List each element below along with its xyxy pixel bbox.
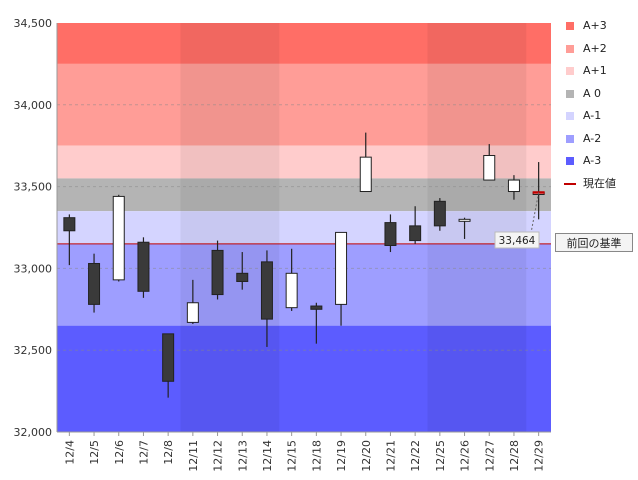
legend-label: A+2 xyxy=(583,41,607,55)
candle-body xyxy=(359,156,372,193)
x-tick-label: 12/29 xyxy=(533,440,546,472)
legend-item: A 0 xyxy=(564,83,634,106)
x-tick-label: 12/20 xyxy=(360,440,373,472)
candle-body xyxy=(409,225,422,242)
current-value-leader xyxy=(530,192,540,234)
legend-label: A 0 xyxy=(583,86,602,100)
candle-body xyxy=(162,333,175,382)
candle-body xyxy=(137,241,150,292)
candle-body xyxy=(507,179,520,193)
legend-swatch xyxy=(566,134,574,143)
x-tick-label: 12/7 xyxy=(137,440,150,465)
candle-body xyxy=(384,222,397,246)
legend-label: A+3 xyxy=(583,19,607,32)
legend-item: A-1 xyxy=(564,105,634,128)
legend-item: A-3 xyxy=(564,150,634,173)
x-tick-label: 12/5 xyxy=(88,440,101,465)
x-tick-label: 12/12 xyxy=(212,440,225,472)
candle-body xyxy=(63,217,76,232)
legend: A+3 A+2 A+1 A 0 A-1 A-2 A-3 現在値 xyxy=(564,15,634,195)
x-tick-label: 12/25 xyxy=(434,440,447,472)
candle-body xyxy=(112,195,125,281)
band-layer xyxy=(57,23,551,432)
y-tick-label: 34,500 xyxy=(14,17,53,30)
legend-swatch xyxy=(566,112,574,120)
legend-label: 現在値 xyxy=(583,176,616,190)
legend-item: A-2 xyxy=(564,128,634,151)
band-Aminus3 xyxy=(57,325,551,432)
week-shade xyxy=(180,23,280,432)
legend-item: A+3 xyxy=(564,15,634,38)
x-tick-label: 12/4 xyxy=(63,440,76,465)
candle-body xyxy=(310,305,323,310)
x-tick-label: 12/8 xyxy=(162,440,175,465)
y-tick-label: 33,000 xyxy=(14,262,53,275)
x-tick-label: 12/13 xyxy=(236,440,249,472)
candle-body xyxy=(433,200,446,227)
band-Aminus1 xyxy=(57,211,551,244)
previous-baseline-callout: 前回の基準 xyxy=(555,233,633,252)
legend-swatch xyxy=(566,157,574,165)
grid-layer xyxy=(57,104,551,351)
legend-label: A+1 xyxy=(583,64,607,77)
x-tick-label: 12/28 xyxy=(508,440,521,472)
legend-label: A-1 xyxy=(583,109,602,122)
current-value-box xyxy=(494,231,540,249)
x-tick-label: 12/21 xyxy=(384,440,397,472)
candle-body xyxy=(335,231,348,305)
x-tick-label: 12/15 xyxy=(286,440,299,472)
legend-swatch xyxy=(566,67,574,75)
x-tick-label: 12/6 xyxy=(113,440,126,465)
x-tick-label: 12/27 xyxy=(483,440,496,472)
candle-body xyxy=(285,272,298,309)
legend-swatch xyxy=(564,182,576,185)
legend-item: A+2 xyxy=(564,38,634,61)
band-Aplus3 xyxy=(57,23,551,64)
candle-body xyxy=(260,261,273,320)
x-tick-label: 12/22 xyxy=(409,440,422,472)
legend-swatch xyxy=(566,89,574,98)
x-tick-label: 12/18 xyxy=(310,440,323,472)
current-value-label: 33,464 xyxy=(499,235,536,247)
band-A0 xyxy=(57,178,551,212)
y-tick-label: 34,000 xyxy=(14,99,53,112)
y-tick-label: 32,000 xyxy=(14,426,53,439)
band-Aplus1 xyxy=(57,145,551,179)
legend-swatch xyxy=(566,22,574,30)
x-tick-label: 12/26 xyxy=(459,440,472,472)
x-tick-label: 12/14 xyxy=(261,440,274,472)
x-tick-label: 12/19 xyxy=(335,440,348,472)
legend-label: A-3 xyxy=(583,154,602,167)
legend-label: A-2 xyxy=(583,131,602,145)
candle-body xyxy=(186,302,199,323)
candle-body xyxy=(236,272,249,282)
x-tick-label: 12/11 xyxy=(187,440,200,472)
legend-item: A+1 xyxy=(564,60,634,83)
candle-body xyxy=(483,155,496,181)
legend-item: 現在値 xyxy=(564,173,634,196)
week-shade-layer xyxy=(180,23,527,432)
candle-layer xyxy=(63,132,545,398)
legend-swatch xyxy=(566,44,574,53)
candle-body xyxy=(88,262,101,305)
current-value-layer: 33,464 xyxy=(494,191,545,249)
candle-body xyxy=(458,218,471,222)
candle-body xyxy=(211,249,224,296)
axis-layer: 32,000 32,500 33,000 33,500 34,000 34,500 12/4… xyxy=(14,17,551,472)
y-tick-label: 32,500 xyxy=(14,344,53,357)
y-tick-label: 33,500 xyxy=(14,181,53,194)
week-shade xyxy=(427,23,527,432)
